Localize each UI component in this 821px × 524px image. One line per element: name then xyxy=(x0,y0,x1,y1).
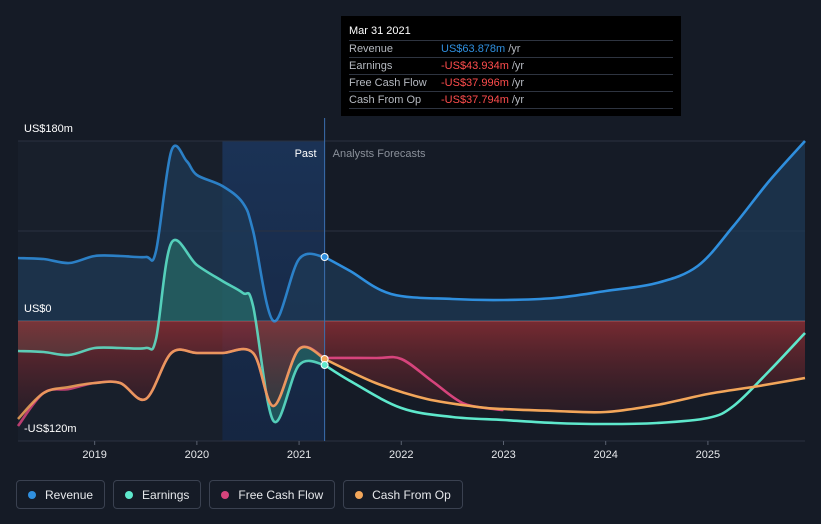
legend-earnings[interactable]: Earnings xyxy=(113,480,202,509)
legend-dot-icon xyxy=(125,490,134,499)
legend-label: Revenue xyxy=(45,487,94,502)
tooltip-row-free-cash-flow: Free Cash Flow -US$37.996m /yr xyxy=(349,75,673,92)
legend-label: Cash From Op xyxy=(372,487,451,502)
x-tick-label: 2025 xyxy=(696,449,720,461)
tooltip-label: Revenue xyxy=(349,43,394,55)
tooltip-value: -US$43.934m xyxy=(441,60,509,72)
legend-revenue[interactable]: Revenue xyxy=(16,480,106,509)
legend-dot-icon xyxy=(355,490,364,499)
x-tick-label: 2021 xyxy=(287,449,311,461)
tooltip-value: -US$37.996m xyxy=(441,77,509,89)
revenue-marker xyxy=(320,253,329,261)
y-label-top: US$180m xyxy=(24,123,73,135)
tooltip-value: US$63.878m xyxy=(441,43,506,55)
tooltip-row-revenue: Revenue US$63.878m /yr xyxy=(349,41,673,58)
x-tick-label: 2023 xyxy=(491,449,515,461)
legend-cash-from-op[interactable]: Cash From Op xyxy=(343,480,463,509)
tooltip-value: -US$37.794m xyxy=(441,94,509,106)
x-tick-label: 2019 xyxy=(82,449,106,461)
tooltip-date: Mar 31 2021 xyxy=(349,24,673,41)
x-tick-label: 2024 xyxy=(593,449,617,461)
y-label-zero: US$0 xyxy=(24,303,52,315)
legend-dot-icon xyxy=(28,490,36,499)
revenue-line-past xyxy=(17,144,325,323)
cash-from-op-area xyxy=(18,321,805,419)
revenue-line-forecast xyxy=(323,140,806,302)
cash-from-op-line-past xyxy=(17,345,326,420)
x-tick-label: 2022 xyxy=(389,449,413,461)
data-tooltip: Mar 31 2021 Revenue US$63.878m /yr Earni… xyxy=(341,16,681,116)
y-label-bottom: -US$120m xyxy=(24,423,77,435)
earnings-line-forecast xyxy=(323,332,806,426)
forecast-label: Analysts Forecasts xyxy=(333,148,426,160)
chart-legend: Revenue Earnings Free Cash Flow Cash Fro… xyxy=(16,480,463,509)
legend-label: Earnings xyxy=(142,487,190,502)
legend-dot-icon xyxy=(221,490,230,499)
tooltip-label: Earnings xyxy=(349,60,393,72)
tooltip-unit: /yr xyxy=(511,77,525,89)
tooltip-unit: /yr xyxy=(508,43,521,55)
tooltip-label: Free Cash Flow xyxy=(349,77,427,89)
tooltip-row-earnings: Earnings -US$43.934m /yr xyxy=(349,58,673,75)
past-label: Past xyxy=(295,148,317,160)
tooltip-unit: /yr xyxy=(511,94,525,106)
earnings-line-past xyxy=(17,238,325,424)
legend-free-cash-flow[interactable]: Free Cash Flow xyxy=(209,480,336,509)
tooltip-unit: /yr xyxy=(511,60,525,72)
tooltip-label: Cash From Op xyxy=(349,94,422,106)
earnings-marker xyxy=(320,361,329,369)
tooltip-row-cash-from-op: Cash From Op -US$37.794m /yr xyxy=(349,92,673,109)
x-tick-label: 2020 xyxy=(185,449,209,461)
cash-from-op-line-forecast xyxy=(324,357,806,414)
legend-label: Free Cash Flow xyxy=(238,487,324,502)
